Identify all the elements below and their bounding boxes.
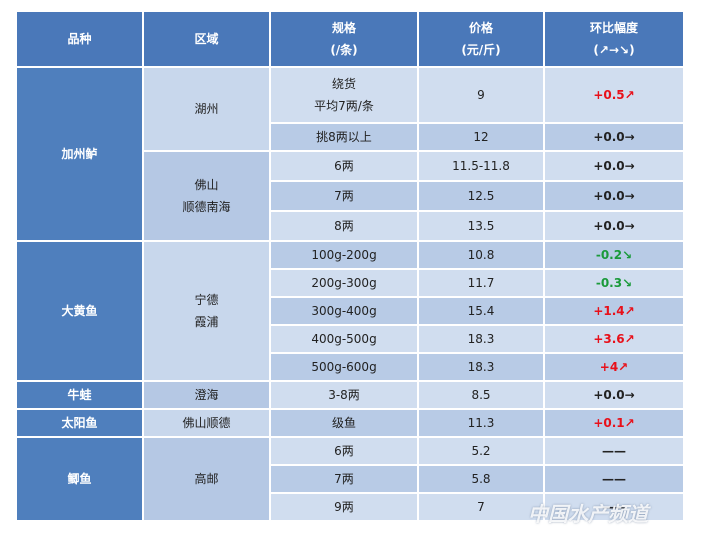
spec-cell: 500g-600g (271, 354, 417, 380)
table-row: 500g-600g 18.3 +4↗ (17, 354, 683, 380)
variety-cell: 大黄鱼 (17, 242, 142, 380)
table-body: 加州鲈 湖州 绕货 平均7两/条 9 +0.5↗ 挑8两以上 12 +0.0→ 佛山 顺德南海 6两 1… (17, 68, 683, 520)
text-line: 顺德南海 (182, 200, 231, 214)
change-cell: +0.0→ (545, 212, 683, 240)
table-row: 9两 7 —— (17, 494, 683, 520)
region-cell: 佛山顺德 (144, 410, 269, 436)
change-cell: +0.1↗ (545, 410, 683, 436)
table-row: 8两 13.5 +0.0→ (17, 212, 683, 240)
change-cell: —— (545, 466, 683, 492)
change-cell: —— (545, 438, 683, 464)
header-cell: 品种 (17, 12, 142, 66)
change-cell: +0.0→ (545, 124, 683, 150)
spec-cell: 级鱼 (271, 410, 417, 436)
region-cell: 湖州 (144, 68, 269, 150)
spec-cell: 100g-200g (271, 242, 417, 268)
spec-cell: 6两 (271, 438, 417, 464)
spec-cell: 挑8两以上 (271, 124, 417, 150)
spec-cell: 400g-500g (271, 326, 417, 352)
text-line: 价格 (468, 21, 493, 35)
spec-cell: 绕货平均7两/条 (271, 68, 417, 122)
text-line: 平均7两/条 (314, 99, 374, 113)
region-cell: 澄海 (144, 382, 269, 408)
price-cell: 11.3 (419, 410, 543, 436)
table-row: 300g-400g 15.4 +1.4↗ (17, 298, 683, 324)
spec-cell: 200g-300g (271, 270, 417, 296)
variety-cell: 加州鲈 (17, 68, 142, 240)
text-line: 规格 (331, 21, 356, 35)
table-row: 太阳鱼 佛山顺德 级鱼 11.3 +0.1↗ (17, 410, 683, 436)
spec-cell: 300g-400g (271, 298, 417, 324)
header-cell: 环比幅度 (↗→↘) (545, 12, 683, 66)
variety-cell: 鲫鱼 (17, 438, 142, 520)
header-cell: 价格 (元/斤) (419, 12, 543, 66)
change-cell: +1.4↗ (545, 298, 683, 324)
text-line: (元/斤) (461, 43, 501, 57)
price-cell: 11.5-11.8 (419, 152, 543, 180)
price-cell: 5.2 (419, 438, 543, 464)
spec-cell: 3-8两 (271, 382, 417, 408)
spec-cell: 9两 (271, 494, 417, 520)
text-line: 霞浦 (194, 315, 219, 329)
region-cell: 高邮 (144, 438, 269, 520)
price-cell: 11.7 (419, 270, 543, 296)
price-cell: 10.8 (419, 242, 543, 268)
text-line: 环比幅度 (589, 21, 638, 35)
spec-cell: 6两 (271, 152, 417, 180)
price-cell: 12 (419, 124, 543, 150)
price-cell: 9 (419, 68, 543, 122)
region-cell: 宁德 霞浦 (144, 242, 269, 380)
price-table: 品种 区域 规格 (/条) 价格 (元/斤) 环比幅度 (↗→↘) 加州鲈 湖州 绕货 平均7两/条… (15, 10, 685, 522)
spec-cell: 7两 (271, 182, 417, 210)
watermark: 中国水产频道 (528, 502, 648, 526)
table-row: 7两 12.5 +0.0→ (17, 182, 683, 210)
spec-cell: 8两 (271, 212, 417, 240)
price-cell: 18.3 (419, 354, 543, 380)
price-cell: 18.3 (419, 326, 543, 352)
table-row: 大黄鱼 宁德 霞浦 100g-200g 10.8 -0.2↘ (17, 242, 683, 380)
text-line: 佛山 (194, 178, 219, 192)
change-cell: +3.6↗ (545, 326, 683, 352)
table-row: 鲫鱼 高邮 6两 5.2 —— (17, 438, 683, 520)
text-line: (/条) (330, 43, 358, 57)
price-cell: 7 (419, 494, 543, 520)
change-cell: -0.2↘ (545, 242, 683, 268)
change-cell: +0.0→ (545, 182, 683, 210)
text-line: 宁德 (194, 293, 219, 307)
table-row: 挑8两以上 12 +0.0→ (17, 124, 683, 150)
text-line: (↗→↘) (593, 43, 635, 57)
price-cell: 5.8 (419, 466, 543, 492)
header-cell: 区域 (144, 12, 269, 66)
header-row: 品种 区域 规格 (/条) 价格 (元/斤) 环比幅度 (↗→↘) (17, 12, 683, 66)
header-cell: 规格 (/条) (271, 12, 417, 66)
change-cell: -0.3↘ (545, 270, 683, 296)
variety-cell: 太阳鱼 (17, 410, 142, 436)
change-cell: +4↗ (545, 354, 683, 380)
change-cell: +0.0→ (545, 152, 683, 180)
price-cell: 15.4 (419, 298, 543, 324)
spec-cell: 7两 (271, 466, 417, 492)
change-cell: +0.5↗ (545, 68, 683, 122)
price-cell: 12.5 (419, 182, 543, 210)
region-cell: 佛山 顺德南海 (144, 152, 269, 240)
variety-cell: 牛蛙 (17, 382, 142, 408)
table-row: 7两 5.8 —— (17, 466, 683, 492)
table-row: 牛蛙 澄海 3-8两 8.5 +0.0→ (17, 382, 683, 408)
table-row: 佛山 顺德南海 6两 11.5-11.8 +0.0→ (17, 152, 683, 240)
price-cell: 8.5 (419, 382, 543, 408)
table-row: 加州鲈 湖州 绕货 平均7两/条 9 +0.5↗ (17, 68, 683, 240)
price-cell: 13.5 (419, 212, 543, 240)
table-row: 200g-300g 11.7 -0.3↘ (17, 270, 683, 296)
text-line: 绕货 (331, 77, 356, 91)
change-cell: —— (545, 494, 683, 520)
change-cell: +0.0→ (545, 382, 683, 408)
table-row: 400g-500g 18.3 +3.6↗ (17, 326, 683, 352)
